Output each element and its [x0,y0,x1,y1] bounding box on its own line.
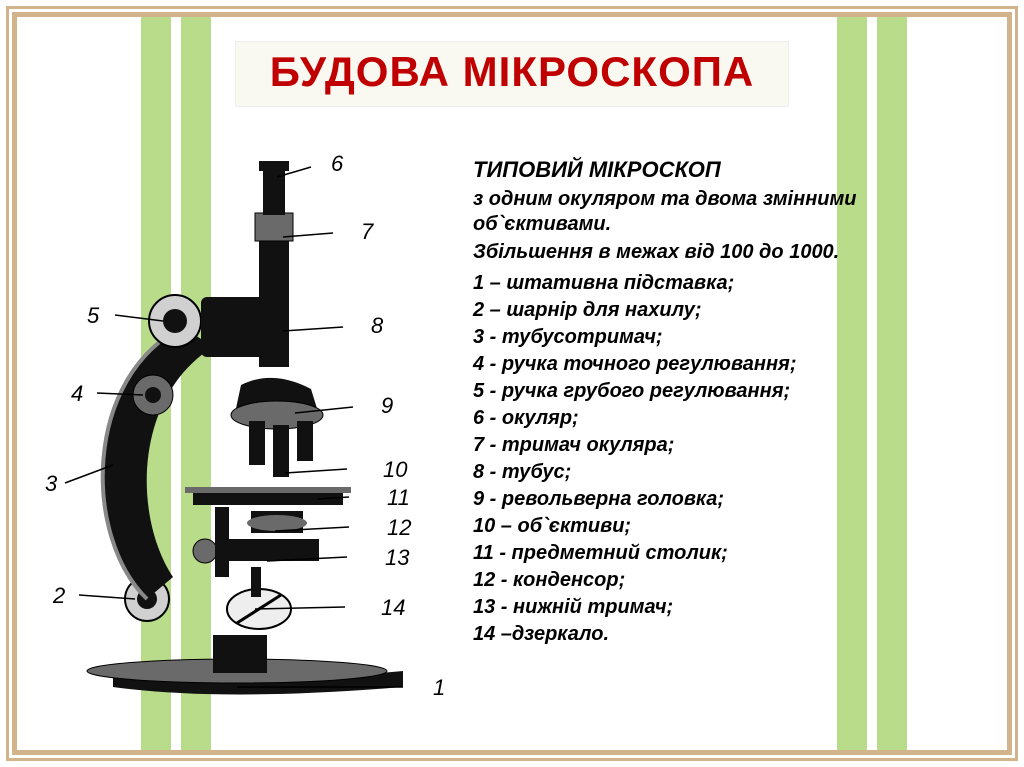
svg-text:9: 9 [381,393,393,418]
svg-text:14: 14 [381,595,405,620]
title-strip: БУДОВА МІКРОСКОПА [235,41,790,107]
svg-text:5: 5 [87,303,100,328]
microscope-diagram: 1234567891011121314 [23,147,463,707]
svg-text:3: 3 [45,471,58,496]
item-8: 8 - тубус; [473,459,977,486]
slide: БУДОВА МІКРОСКОПА 1234567891011121314 ТИ… [0,0,1024,767]
svg-text:1: 1 [433,675,445,700]
item-3: 3 - тубусотримач; [473,324,977,351]
item-2: 2 – шарнір для нахилу; [473,297,977,324]
items-list: 1 – штативна підставка;2 – шарнір для на… [473,270,977,648]
svg-text:11: 11 [387,485,410,510]
item-14: 14 –дзеркало. [473,621,977,648]
svg-text:4: 4 [71,381,83,406]
magnification: Збільшення в межах від 100 до 1000. [473,241,977,264]
item-4: 4 - ручка точного регулювання; [473,351,977,378]
description: з одним окуляром та двома змінними об`єк… [473,187,977,237]
title-wrap: БУДОВА МІКРОСКОПА [17,41,1007,107]
item-10: 10 – об`єктиви; [473,513,977,540]
svg-text:10: 10 [383,457,408,482]
svg-text:6: 6 [331,151,344,176]
subtitle: ТИПОВИЙ МІКРОСКОП [473,157,977,183]
item-5: 5 - ручка грубого регулювання; [473,378,977,405]
item-11: 11 - предметний столик; [473,540,977,567]
item-7: 7 - тримач окуляра; [473,432,977,459]
item-6: 6 - окуляр; [473,405,977,432]
svg-text:2: 2 [52,583,65,608]
item-12: 12 - конденсор; [473,567,977,594]
svg-text:12: 12 [387,515,411,540]
svg-text:7: 7 [361,219,374,244]
item-1: 1 – штативна підставка; [473,270,977,297]
frame: БУДОВА МІКРОСКОПА 1234567891011121314 ТИ… [12,12,1012,755]
svg-text:13: 13 [385,545,410,570]
item-13: 13 - нижній тримач; [473,594,977,621]
page-title: БУДОВА МІКРОСКОПА [270,48,755,96]
content: 1234567891011121314 ТИПОВИЙ МІКРОСКОП з … [17,157,1007,750]
text-column: ТИПОВИЙ МІКРОСКОП з одним окуляром та дв… [473,157,977,648]
item-9: 9 - револьверна головка; [473,486,977,513]
svg-text:8: 8 [371,313,384,338]
